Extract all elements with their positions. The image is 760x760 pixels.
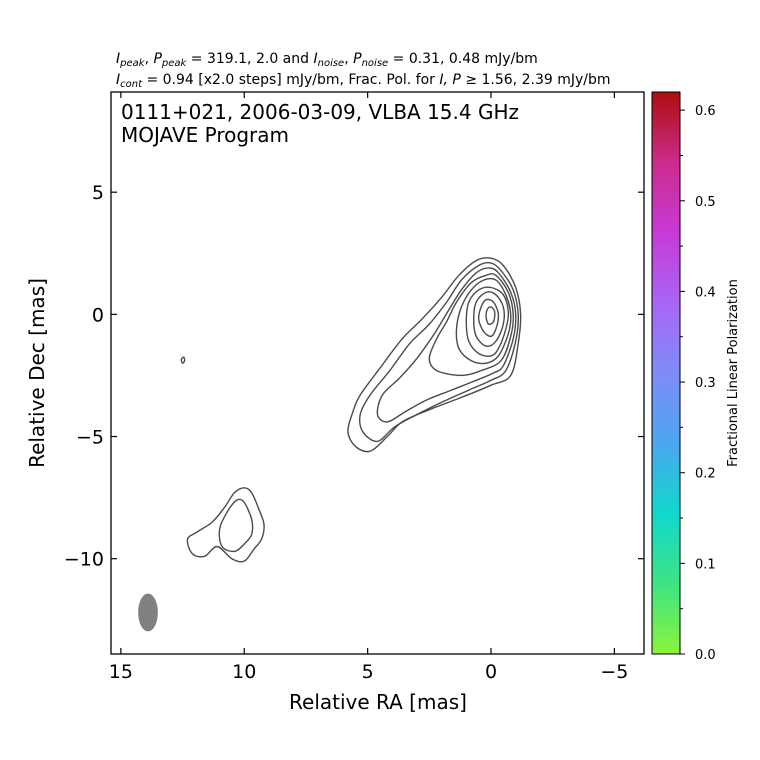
contour-south-component-inner <box>218 498 254 553</box>
x-tick-label: −5 <box>600 661 628 683</box>
colorbar-tick-label: 0.4 <box>695 285 716 300</box>
beam-ellipse <box>138 593 158 632</box>
contour-core-level-9 <box>485 306 496 326</box>
colorbar-tick-label: 0.2 <box>695 467 716 482</box>
contour-core-level-7 <box>472 291 505 347</box>
contour-isolated-speck <box>180 356 186 364</box>
plot-frame <box>110 91 645 655</box>
colorbar-gradient <box>651 91 681 655</box>
y-axis-label: Relative Dec [mas] <box>25 278 49 468</box>
x-tick-label: 0 <box>485 661 497 683</box>
contour-core-level-1 <box>347 257 522 453</box>
colorbar-ticks: 0.0 0.1 0.2 0.3 0.4 0.5 0.6 <box>680 104 716 663</box>
colorbar-tick-label: 0.6 <box>695 104 716 119</box>
header-line-1: Ipeak, Ppeak = 319.1, 2.0 and Inoise, Pn… <box>116 51 538 69</box>
x-tick-label: 10 <box>232 661 256 683</box>
x-tick-label: 15 <box>109 661 133 683</box>
plot-title-line-1: 0111+021, 2006-03-09, VLBA 15.4 GHz <box>121 100 519 124</box>
x-axis-ticks: 15 10 5 0 −5 <box>109 92 628 683</box>
colorbar: 0.0 0.1 0.2 0.3 0.4 0.5 0.6 Fractional Linear … <box>651 91 741 663</box>
colorbar-tick-label: 0.5 <box>695 195 716 210</box>
x-tick-label: 5 <box>362 661 374 683</box>
contour-group <box>180 257 522 563</box>
y-tick-label: 5 <box>92 182 104 204</box>
contour-core-level-3 <box>376 267 517 423</box>
contour-core-level-5 <box>455 277 512 365</box>
y-tick-label: 0 <box>92 304 104 326</box>
header-line-2: Icont = 0.94 [x2.0 steps] mJy/bm, Frac. … <box>116 72 611 90</box>
colorbar-tick-label: 0.0 <box>695 648 716 663</box>
x-axis-label: Relative RA [mas] <box>289 690 467 714</box>
y-tick-label: −10 <box>64 549 104 571</box>
plot-area: 15 10 5 0 −5 5 0 −5 −10 0111+021, 2006-03-09, V… <box>64 91 645 683</box>
contour-core-level-2 <box>358 261 519 443</box>
contour-core-level-8 <box>477 298 500 338</box>
contour-core-level-6 <box>465 286 510 357</box>
contour-core-level-4 <box>428 272 514 377</box>
plot-title-line-2: MOJAVE Program <box>121 123 289 147</box>
contour-south-component-outer <box>186 487 265 563</box>
colorbar-tick-label: 0.1 <box>695 557 716 572</box>
colorbar-tick-label: 0.3 <box>695 376 716 391</box>
y-axis-ticks: 5 0 −5 −10 <box>64 182 644 571</box>
y-tick-label: −5 <box>76 427 104 449</box>
colorbar-label: Fractional Linear Polarization <box>726 279 741 467</box>
